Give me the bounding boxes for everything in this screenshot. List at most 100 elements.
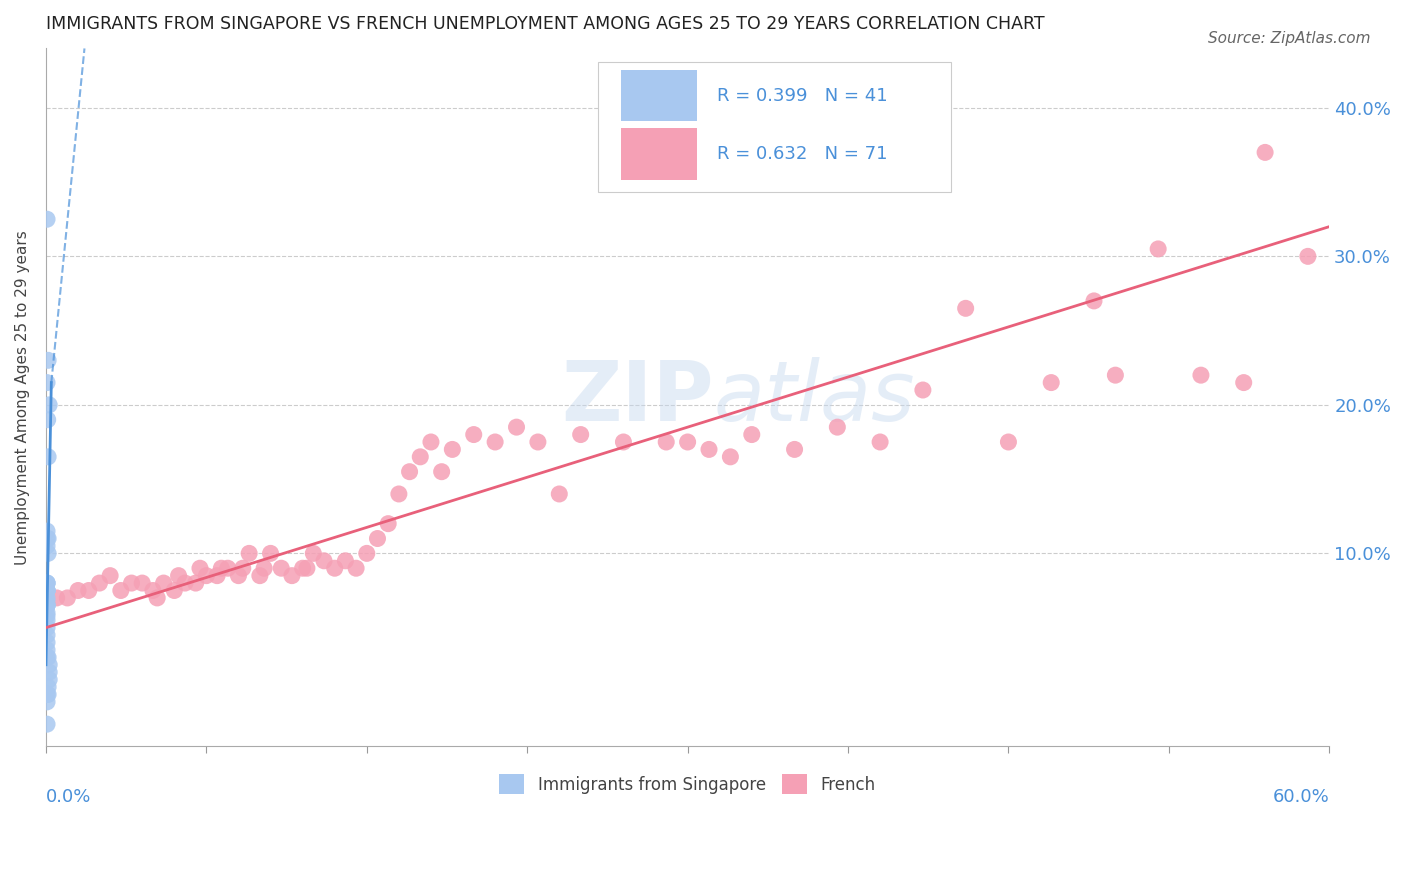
Point — [174, 576, 197, 591]
FancyBboxPatch shape — [621, 70, 696, 121]
Point — [131, 576, 153, 591]
Point — [110, 583, 132, 598]
Point — [398, 465, 420, 479]
Point — [388, 487, 411, 501]
Point — [676, 435, 699, 450]
Text: ZIP: ZIP — [561, 357, 713, 438]
Point — [505, 420, 527, 434]
Point — [35, 532, 58, 546]
Point — [718, 450, 741, 464]
Point — [35, 599, 58, 613]
Point — [35, 628, 58, 642]
Point — [35, 576, 58, 591]
Point — [77, 583, 100, 598]
Point — [344, 561, 367, 575]
Point — [35, 599, 58, 613]
Point — [409, 450, 432, 464]
Point — [35, 599, 58, 613]
Point — [38, 665, 60, 680]
Point — [67, 583, 90, 598]
Point — [35, 635, 58, 649]
Text: atlas: atlas — [713, 357, 915, 438]
FancyBboxPatch shape — [598, 62, 950, 192]
Point — [1040, 376, 1063, 390]
Legend: Immigrants from Singapore, French: Immigrants from Singapore, French — [492, 767, 883, 801]
Point — [527, 435, 550, 450]
Point — [259, 546, 281, 560]
Point — [35, 576, 58, 591]
Point — [98, 568, 121, 582]
Point — [37, 532, 59, 546]
Text: IMMIGRANTS FROM SINGAPORE VS FRENCH UNEMPLOYMENT AMONG AGES 25 TO 29 YEARS CORRE: IMMIGRANTS FROM SINGAPORE VS FRENCH UNEM… — [46, 15, 1045, 33]
Point — [188, 561, 211, 575]
Point — [45, 591, 67, 605]
Point — [1189, 368, 1212, 383]
Point — [37, 680, 59, 694]
FancyBboxPatch shape — [621, 128, 696, 180]
Text: R = 0.399   N = 41: R = 0.399 N = 41 — [717, 87, 887, 104]
Point — [281, 568, 304, 582]
Point — [741, 427, 763, 442]
Point — [295, 561, 318, 575]
Point — [37, 650, 59, 665]
Point — [1083, 293, 1105, 308]
Point — [167, 568, 190, 582]
Point — [35, 583, 58, 598]
Point — [612, 435, 634, 450]
Point — [783, 442, 806, 457]
Point — [146, 591, 169, 605]
Point — [35, 583, 58, 598]
Point — [238, 546, 260, 560]
Point — [217, 561, 239, 575]
Point — [441, 442, 464, 457]
Point — [430, 465, 453, 479]
Point — [209, 561, 232, 575]
Point — [35, 643, 58, 657]
Point — [37, 353, 59, 368]
Point — [655, 435, 678, 450]
Point — [35, 539, 58, 553]
Point — [249, 568, 271, 582]
Point — [56, 591, 79, 605]
Point — [569, 427, 592, 442]
Point — [366, 532, 388, 546]
Point — [38, 673, 60, 687]
Point — [35, 606, 58, 620]
Point — [35, 376, 58, 390]
Point — [548, 487, 571, 501]
Point — [312, 554, 335, 568]
Point — [35, 591, 58, 605]
Point — [1233, 376, 1256, 390]
Point — [1254, 145, 1277, 160]
Point — [1147, 242, 1170, 256]
Point — [38, 657, 60, 672]
Point — [270, 561, 292, 575]
Point — [35, 576, 58, 591]
Point — [827, 420, 849, 434]
Point — [184, 576, 207, 591]
Point — [35, 583, 58, 598]
Point — [35, 717, 58, 731]
Point — [152, 576, 174, 591]
Text: R = 0.632   N = 71: R = 0.632 N = 71 — [717, 145, 887, 163]
Point — [377, 516, 399, 531]
Point — [335, 554, 357, 568]
Point — [35, 688, 58, 702]
Point — [35, 583, 58, 598]
Point — [869, 435, 891, 450]
Point — [205, 568, 228, 582]
Point — [121, 576, 143, 591]
Point — [37, 688, 59, 702]
Text: 60.0%: 60.0% — [1272, 789, 1329, 806]
Point — [35, 212, 58, 227]
Point — [35, 621, 58, 635]
Point — [997, 435, 1019, 450]
Y-axis label: Unemployment Among Ages 25 to 29 years: Unemployment Among Ages 25 to 29 years — [15, 230, 30, 565]
Point — [37, 413, 59, 427]
Point — [35, 524, 58, 538]
Point — [37, 450, 59, 464]
Point — [163, 583, 186, 598]
Point — [955, 301, 977, 316]
Point — [911, 383, 934, 397]
Point — [35, 613, 58, 627]
